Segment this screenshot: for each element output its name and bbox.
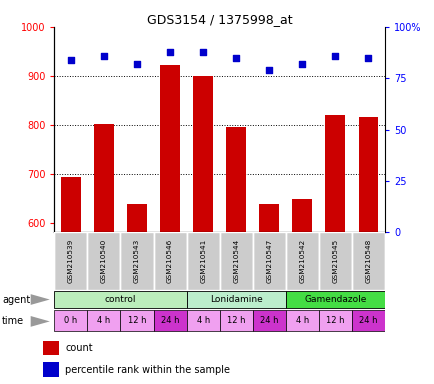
Point — [331, 53, 338, 59]
Bar — [43, 362, 59, 377]
Bar — [252, 232, 285, 290]
Text: time: time — [2, 316, 24, 326]
Text: 12 h: 12 h — [326, 316, 344, 325]
Text: 0 h: 0 h — [64, 316, 77, 325]
Bar — [120, 310, 153, 331]
Title: GDS3154 / 1375998_at: GDS3154 / 1375998_at — [147, 13, 292, 26]
Bar — [285, 291, 384, 308]
Text: 24 h: 24 h — [161, 316, 179, 325]
Text: control: control — [105, 295, 136, 304]
Point — [166, 48, 173, 55]
Bar — [219, 310, 252, 331]
Text: 4 h: 4 h — [196, 316, 209, 325]
Point — [298, 61, 305, 67]
Bar — [61, 177, 81, 384]
Bar — [94, 124, 114, 384]
Bar — [153, 232, 186, 290]
Text: 24 h: 24 h — [358, 316, 377, 325]
Text: 4 h: 4 h — [97, 316, 110, 325]
Bar — [54, 310, 87, 331]
Bar — [186, 232, 219, 290]
Bar — [186, 291, 285, 308]
Text: GSM210540: GSM210540 — [101, 239, 107, 283]
Bar — [87, 310, 120, 331]
Text: GSM210541: GSM210541 — [200, 239, 206, 283]
Polygon shape — [30, 294, 49, 305]
Bar — [285, 232, 318, 290]
Bar — [87, 232, 120, 290]
Bar — [325, 115, 345, 384]
Bar — [153, 310, 186, 331]
Point — [199, 48, 206, 55]
Bar — [193, 76, 213, 384]
Text: GSM210542: GSM210542 — [299, 239, 305, 283]
Text: 12 h: 12 h — [128, 316, 146, 325]
Point — [232, 55, 239, 61]
Bar — [43, 341, 59, 356]
Bar — [120, 232, 153, 290]
Text: Gamendazole: Gamendazole — [303, 295, 366, 304]
Text: GSM210546: GSM210546 — [167, 239, 173, 283]
Bar — [226, 127, 246, 384]
Point — [100, 53, 107, 59]
Bar — [358, 118, 378, 384]
Point — [364, 55, 371, 61]
Bar — [318, 232, 351, 290]
Bar — [351, 310, 384, 331]
Point — [265, 67, 272, 73]
Text: GSM210544: GSM210544 — [233, 239, 239, 283]
Text: percentile rank within the sample: percentile rank within the sample — [65, 364, 230, 374]
Point — [67, 57, 74, 63]
Bar — [219, 232, 252, 290]
Text: 4 h: 4 h — [295, 316, 308, 325]
Bar — [252, 310, 285, 331]
Text: GSM210545: GSM210545 — [332, 239, 338, 283]
Bar — [160, 65, 180, 384]
Bar — [54, 232, 87, 290]
Point — [133, 61, 140, 67]
Text: GSM210543: GSM210543 — [134, 239, 140, 283]
Text: Lonidamine: Lonidamine — [209, 295, 262, 304]
Bar — [351, 232, 384, 290]
Bar — [292, 199, 312, 384]
Bar — [259, 204, 279, 384]
Bar — [186, 310, 219, 331]
Text: GSM210548: GSM210548 — [365, 239, 371, 283]
Text: agent: agent — [2, 295, 30, 305]
Text: GSM210547: GSM210547 — [266, 239, 272, 283]
Text: 12 h: 12 h — [227, 316, 245, 325]
Bar — [127, 204, 147, 384]
Bar — [318, 310, 351, 331]
Bar — [285, 310, 318, 331]
Text: GSM210539: GSM210539 — [68, 239, 74, 283]
Text: count: count — [65, 343, 92, 353]
Bar — [54, 291, 186, 308]
Text: 24 h: 24 h — [260, 316, 278, 325]
Polygon shape — [30, 316, 49, 327]
